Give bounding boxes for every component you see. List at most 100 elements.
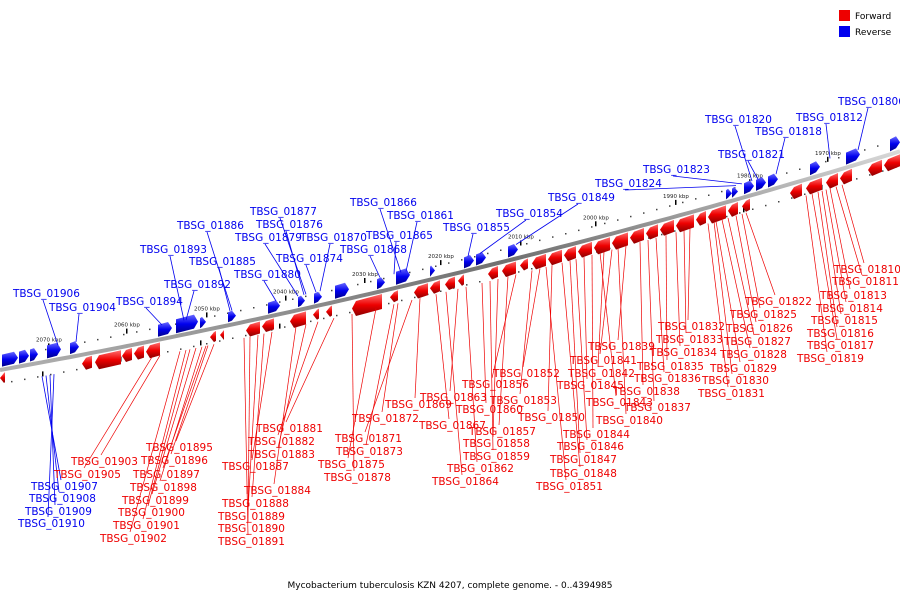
forward-gene-arrow: [414, 283, 428, 299]
forward-leader-line: [481, 282, 487, 404]
forward-leader-line: [285, 317, 335, 423]
forward-gene-arrow: [0, 372, 5, 383]
forward-gene-label: TBSG_01856: [461, 379, 529, 391]
minor-tick: [50, 373, 52, 376]
forward-gene-label: TBSG_01841: [569, 355, 637, 367]
forward-gene-arrow: [488, 266, 498, 280]
reverse-gene-label: TBSG_01893: [139, 244, 207, 256]
forward-gene-label: TBSG_01843: [585, 397, 653, 409]
kbp-tick-label: 1970 kbp: [815, 151, 841, 157]
forward-leader-line: [151, 347, 197, 495]
forward-leader-line: [569, 260, 581, 454]
reverse-gene-label: TBSG_01818: [754, 126, 822, 138]
forward-leader-line: [522, 268, 541, 368]
minor-tick: [479, 281, 481, 283]
minor-tick: [825, 160, 827, 163]
forward-leader-line: [277, 324, 307, 449]
reverse-leader-line: [145, 307, 163, 326]
minor-tick: [448, 262, 450, 264]
forward-leader-line: [277, 321, 319, 436]
minor-tick: [63, 371, 65, 373]
minor-tick: [227, 312, 229, 314]
forward-gene-label: TBSG_01887: [221, 461, 289, 473]
minor-tick: [37, 376, 39, 378]
minor-tick: [110, 336, 112, 338]
reverse-gene-label: TBSG_01806: [837, 96, 900, 108]
forward-gene-label: TBSG_01896: [140, 455, 208, 467]
reverse-gene-label: TBSG_01849: [547, 192, 615, 204]
minor-tick: [461, 259, 463, 261]
reverse-leader-line: [405, 221, 418, 272]
forward-gene-label: TBSG_01840: [595, 415, 663, 427]
minor-tick: [804, 193, 806, 195]
forward-leader-line: [639, 242, 644, 386]
minor-tick: [206, 343, 208, 345]
reverse-gene-arrow: [846, 148, 860, 165]
minor-tick: [232, 337, 234, 339]
forward-gene-arrow: [246, 321, 260, 337]
forward-leader-line: [741, 213, 761, 309]
forward-gene-arrow: [290, 311, 306, 328]
minor-tick: [617, 219, 619, 221]
label-leaders: [41, 107, 869, 536]
reverse-gene-label: TBSG_01876: [255, 219, 323, 231]
minor-tick: [648, 237, 650, 239]
forward-gene-label: TBSG_01828: [719, 349, 787, 361]
forward-leader-line: [492, 278, 499, 438]
reverse-gene-label: TBSG_01868: [339, 244, 407, 256]
forward-gene-arrow: [430, 280, 440, 294]
forward-gene-label: TBSG_01853: [489, 395, 557, 407]
axis-line: [0, 149, 900, 372]
reverse-gene-label: TBSG_01870: [299, 232, 367, 244]
forward-gene-label: TBSG_01862: [446, 463, 514, 475]
forward-gene-label: TBSG_01881: [255, 423, 323, 435]
reverse-leader-line: [185, 290, 195, 321]
forward-leader-line: [583, 256, 588, 380]
minor-tick: [310, 320, 312, 323]
forward-leader-line: [273, 326, 297, 485]
forward-gene-label: TBSG_01851: [535, 481, 603, 493]
forward-gene-label: TBSG_01836: [633, 373, 701, 385]
forward-leader-line: [835, 186, 863, 276]
forward-gene-label: TBSG_01833: [655, 334, 723, 346]
minor-tick: [765, 204, 767, 207]
forward-leader-line: [675, 232, 681, 347]
reverse-gene-arrow: [732, 187, 738, 198]
forward-gene-label: TBSG_01822: [744, 296, 812, 308]
forward-gene-label: TBSG_01859: [462, 451, 530, 463]
forward-gene-label: TBSG_01838: [612, 386, 680, 398]
reverse-gene-arrow: [19, 349, 29, 364]
kbp-tick-label: 2030 kbp: [352, 272, 378, 278]
forward-leader-line: [811, 193, 838, 340]
forward-gene-label: TBSG_01869: [384, 399, 452, 411]
reverse-leader-line: [515, 203, 579, 245]
minor-tick: [240, 309, 242, 312]
reverse-leader-line: [734, 125, 753, 182]
minor-tick: [331, 289, 333, 292]
forward-leader-line: [821, 190, 842, 315]
forward-leader-line: [449, 288, 459, 392]
reverse-leader-line: [218, 267, 231, 311]
forward-leader-line: [465, 286, 478, 463]
reverse-leader-line: [319, 243, 331, 292]
kbp-tick-label: 2060 kbp: [114, 323, 140, 329]
forward-gene-label: TBSG_01850: [517, 412, 585, 424]
minor-tick: [864, 149, 866, 151]
forward-leader-line: [617, 245, 627, 341]
minor-tick: [474, 256, 476, 258]
reverse-leader-line: [169, 255, 185, 321]
forward-gene-label: TBSG_01898: [129, 482, 197, 494]
forward-leader-line: [825, 189, 847, 303]
reverse-gene-arrow: [377, 277, 385, 290]
reverse-legend-label: Reverse: [855, 28, 892, 38]
forward-gene-arrow: [728, 202, 738, 217]
reverse-gene-label: TBSG_01877: [249, 206, 317, 218]
forward-leader-line: [347, 308, 377, 459]
forward-gene-label: TBSG_01815: [810, 315, 878, 327]
minor-tick: [669, 205, 671, 207]
forward-gene-label: TBSG_01827: [723, 336, 791, 348]
forward-leader-line: [381, 303, 399, 413]
reverse-gene-arrow: [2, 351, 18, 367]
minor-tick: [253, 307, 255, 309]
minor-tick: [219, 340, 221, 342]
